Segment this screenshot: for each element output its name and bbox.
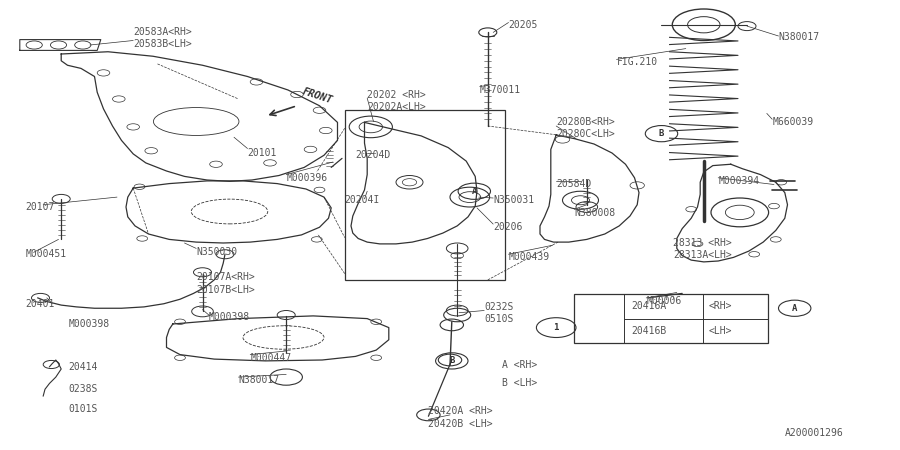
Text: N350031: N350031: [493, 195, 535, 205]
Text: M000398: M000398: [209, 312, 250, 322]
Text: A <RH>: A <RH>: [502, 360, 537, 370]
Text: M000398: M000398: [68, 319, 110, 329]
Text: M000439: M000439: [508, 252, 550, 261]
Text: 28313 <RH>
28313A<LH>: 28313 <RH> 28313A<LH>: [673, 238, 732, 260]
Text: 20416A: 20416A: [631, 302, 666, 311]
Text: 20583A<RH>
20583B<LH>: 20583A<RH> 20583B<LH>: [133, 27, 192, 50]
Text: M370011: M370011: [480, 85, 521, 95]
Text: 20401: 20401: [25, 299, 55, 309]
Text: M000396: M000396: [286, 173, 328, 183]
Bar: [574, 294, 768, 343]
Text: N350030: N350030: [196, 247, 238, 257]
Text: 20280B<RH>
20280C<LH>: 20280B<RH> 20280C<LH>: [556, 117, 615, 140]
Text: 1: 1: [554, 323, 559, 332]
Text: B: B: [659, 129, 664, 138]
Text: 20204D: 20204D: [356, 150, 391, 160]
Text: M660039: M660039: [772, 117, 814, 127]
Text: 20204I: 20204I: [345, 195, 380, 205]
Text: N380017: N380017: [238, 375, 280, 385]
Text: 20584D: 20584D: [556, 179, 591, 189]
Text: 0232S
0510S: 0232S 0510S: [484, 302, 514, 324]
Text: 20107: 20107: [25, 202, 55, 212]
Text: 20101: 20101: [248, 148, 277, 158]
Text: A: A: [472, 187, 477, 196]
Text: N380008: N380008: [574, 208, 616, 218]
Text: 20205: 20205: [508, 20, 538, 30]
Text: A200001296: A200001296: [785, 428, 843, 438]
Text: 0101S: 0101S: [68, 405, 98, 414]
Bar: [345, 110, 505, 280]
Text: 20202 <RH>
20202A<LH>: 20202 <RH> 20202A<LH>: [367, 90, 426, 112]
Text: 20420A <RH>
20420B <LH>: 20420A <RH> 20420B <LH>: [428, 406, 493, 429]
Text: B <LH>: B <LH>: [502, 378, 537, 387]
Text: FRONT: FRONT: [302, 86, 334, 105]
Text: N380017: N380017: [778, 32, 820, 42]
Text: M000451: M000451: [25, 249, 67, 259]
Text: B: B: [449, 356, 454, 365]
Text: 20414: 20414: [68, 362, 98, 372]
Text: M000447: M000447: [250, 353, 292, 363]
Text: FIG.210: FIG.210: [616, 57, 658, 67]
Text: <RH>: <RH>: [708, 302, 732, 311]
Text: 20206: 20206: [493, 222, 523, 232]
Text: 20107A<RH>
20107B<LH>: 20107A<RH> 20107B<LH>: [196, 272, 255, 295]
Text: A: A: [792, 304, 797, 313]
Text: <LH>: <LH>: [708, 326, 732, 336]
Text: M000394: M000394: [718, 176, 760, 186]
Text: 0238S: 0238S: [68, 384, 98, 394]
Text: M00006: M00006: [646, 297, 681, 306]
Text: 20416B: 20416B: [631, 326, 666, 336]
